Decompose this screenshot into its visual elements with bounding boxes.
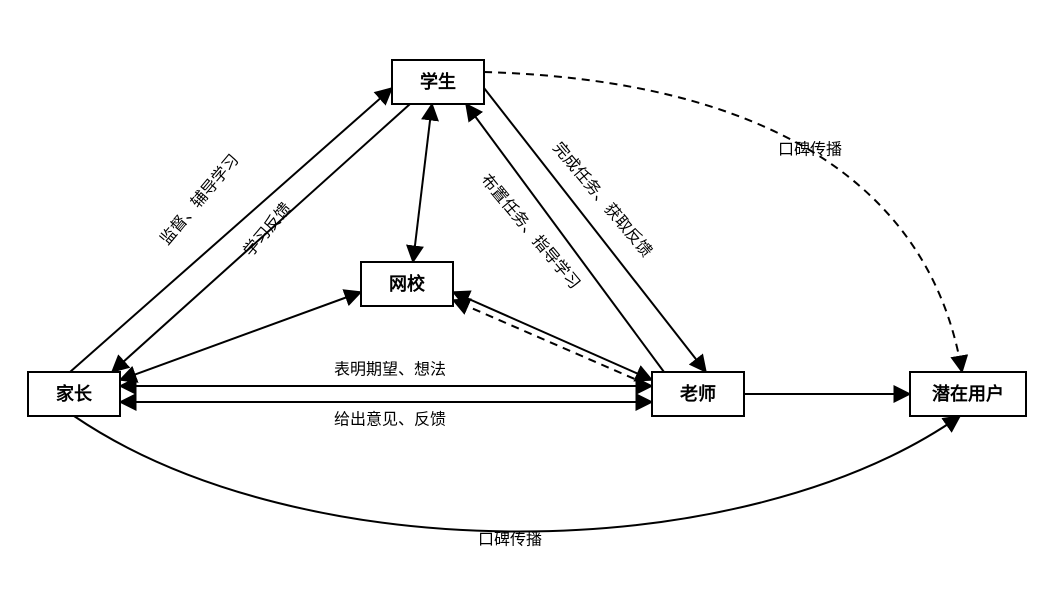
edge-parent-student-up (70, 88, 392, 372)
edge-label-student-potential-dashed: 口碑传播 (778, 141, 842, 159)
edge-label-parent-student-up: 监督、辅导学习 (157, 151, 243, 248)
node-student: 学生 (392, 60, 484, 104)
edge-label-student-parent-down: 学习反馈 (240, 199, 295, 260)
edge-teacher-school (453, 292, 652, 380)
edge-label-student-teacher-down: 完成任务、获取反馈 (549, 139, 655, 261)
edge-teacher-school-dashed (453, 300, 660, 390)
node-potential: 潜在用户 (910, 372, 1026, 416)
node-teacher: 老师 (652, 372, 744, 416)
edge-label-teacher-parent-bot: 给出意见、反馈 (334, 410, 446, 429)
edge-label-parent-teacher-top: 表明期望、想法 (334, 361, 446, 379)
edge-parent-potential-curve (74, 416, 960, 532)
edge-label-parent-potential-curve: 口碑传播 (478, 531, 542, 549)
relationship-diagram: 学生网校家长 老师 潜在用户 监督、辅导学习学习反馈 布置任务、指导学习完成任务、获取… (0, 0, 1051, 605)
node-label-student: 学生 (420, 71, 456, 92)
edge-student-potential-dashed (484, 72, 962, 372)
node-school: 网校 (361, 262, 453, 306)
node-label-school: 网校 (389, 273, 426, 294)
node-label-teacher: 老师 (680, 383, 716, 404)
node-label-potential: 潜在用户 (932, 383, 1004, 404)
edge-student-school (413, 104, 432, 262)
edge-parent-school (120, 292, 361, 380)
node-parent: 家长 (28, 372, 120, 416)
edge-label-teacher-student-up: 布置任务、指导学习 (477, 171, 583, 293)
node-label-parent: 家长 (56, 383, 93, 404)
